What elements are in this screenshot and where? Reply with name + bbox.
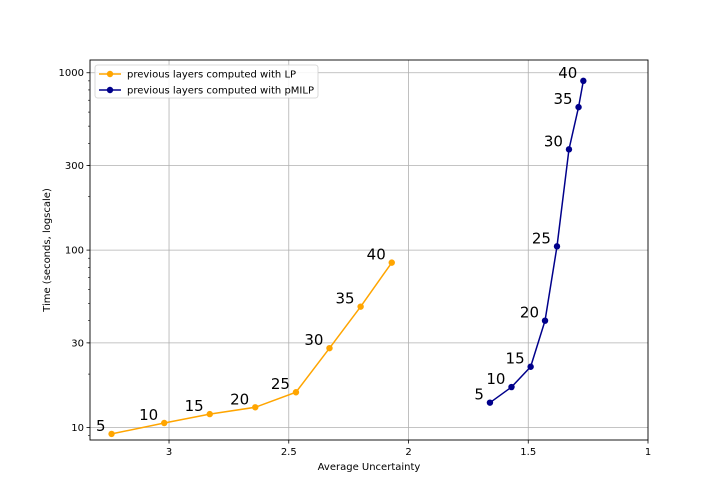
grid-lines xyxy=(90,60,648,440)
x-tick-label: 1 xyxy=(645,447,651,458)
series-line-0 xyxy=(111,262,393,435)
legend: previous layers computed with LP previou… xyxy=(94,64,319,99)
data-label: 5 xyxy=(474,386,484,404)
data-point xyxy=(541,317,549,324)
data-label: 25 xyxy=(532,229,551,247)
legend-label-lp: previous layers computed with LP xyxy=(127,70,296,81)
data-label: 40 xyxy=(367,246,386,264)
legend-entry-pmilp: previous layers computed with pMILP xyxy=(99,86,314,97)
y-tick-label: 300 xyxy=(65,161,84,172)
x-tick-label: 3 xyxy=(166,447,172,458)
y-tick-label: 30 xyxy=(71,338,84,349)
data-label: 40 xyxy=(558,64,577,82)
data-point xyxy=(388,259,395,266)
data-label: 10 xyxy=(139,406,158,424)
x-tick-label: 1.5 xyxy=(520,447,536,458)
data-point xyxy=(553,243,561,250)
y-tick-label: 1000 xyxy=(59,68,84,79)
data-label: 30 xyxy=(304,331,323,349)
data-label: 20 xyxy=(230,390,249,408)
legend-entry-lp: previous layers computed with LP xyxy=(99,70,296,81)
legend-marker-pmilp xyxy=(106,86,114,94)
data-label: 35 xyxy=(553,90,572,108)
legend-label-pmilp: previous layers computed with pMILP xyxy=(127,86,314,97)
x-tick-label: 2.5 xyxy=(281,447,297,458)
data-label: 15 xyxy=(185,397,204,415)
data-point xyxy=(508,383,515,391)
data-label: 35 xyxy=(336,290,355,308)
data-point xyxy=(575,103,582,111)
data-label: 10 xyxy=(486,370,505,388)
data-point xyxy=(527,363,534,370)
data-point xyxy=(161,419,168,427)
legend-box xyxy=(94,64,319,99)
data-label: 20 xyxy=(520,304,539,322)
data-point xyxy=(580,77,587,85)
data-point xyxy=(206,410,213,418)
axis-ticks: 3 2.5 2 1.5 1 10 30 100 300 1000 xyxy=(59,68,652,458)
data-label: 15 xyxy=(506,350,525,368)
x-axis-label: Average Uncertainty xyxy=(318,462,421,473)
data-point xyxy=(108,430,115,438)
legend-marker-lp xyxy=(106,70,114,78)
data-label: 30 xyxy=(544,132,563,150)
y-tick-label: 100 xyxy=(65,246,84,257)
x-tick-label: 2 xyxy=(405,447,411,458)
data-label: 25 xyxy=(271,375,290,393)
data-point xyxy=(292,389,300,396)
data-point xyxy=(565,146,573,153)
data-point xyxy=(326,344,333,352)
data-point xyxy=(486,399,494,406)
data-point xyxy=(252,404,259,411)
y-tick-label: 10 xyxy=(71,423,84,434)
series-line-1 xyxy=(489,80,585,404)
data-label: 5 xyxy=(96,417,106,435)
data-point xyxy=(357,303,364,310)
y-axis-label: Time (seconds, logscale) xyxy=(42,188,53,313)
